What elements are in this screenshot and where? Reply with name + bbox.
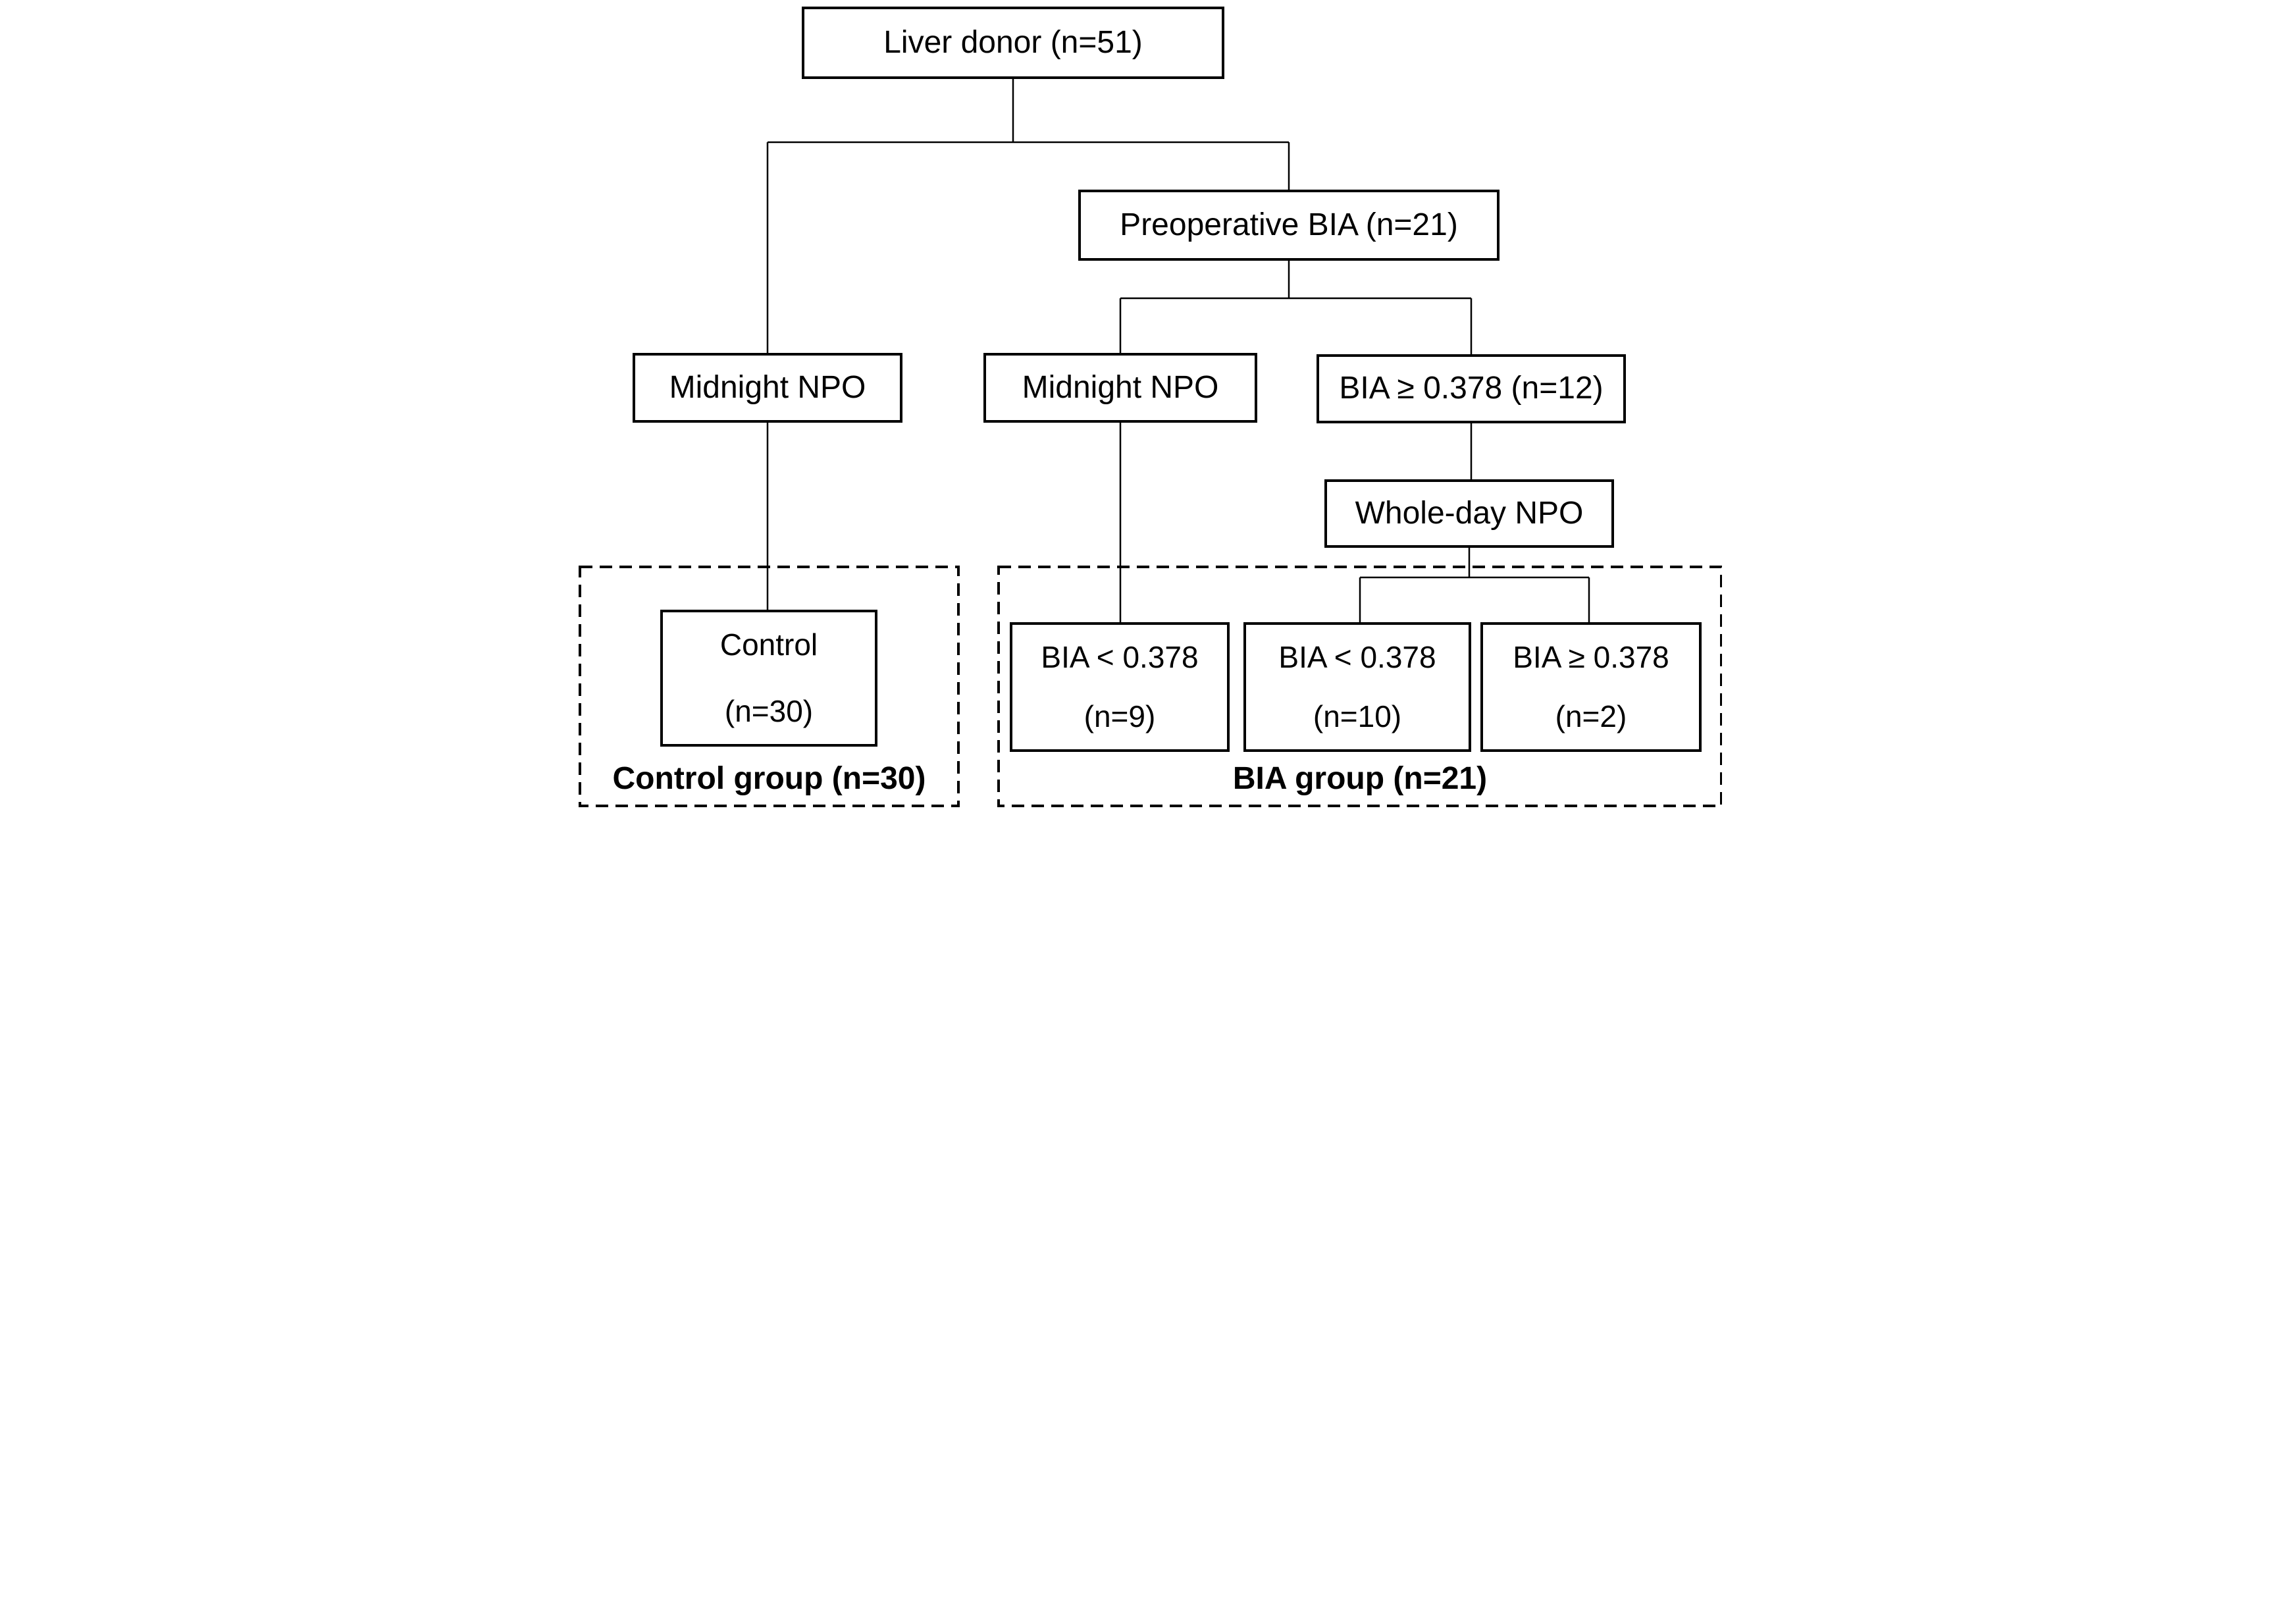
node-bia-lt-0378-n10-line2: (n=10) — [1313, 699, 1402, 734]
node-bia-ge-0378-n12-label: BIA ≥ 0.378 (n=12) — [1339, 371, 1604, 406]
node-whole-day-npo-label: Whole-day NPO — [1355, 495, 1584, 531]
node-liver-donor: Liver donor (n=51) — [802, 7, 1224, 79]
node-bia-ge-0378-n2-line1: BIA ≥ 0.378 — [1513, 640, 1669, 674]
node-control-n30-line2: (n=30) — [724, 694, 814, 729]
node-bia-lt-0378-n9-line2: (n=9) — [1083, 699, 1156, 734]
node-preoperative-bia: Preoperative BIA (n=21) — [1078, 190, 1500, 261]
node-bia-lt-0378-n10: BIA < 0.378 (n=10) — [1243, 622, 1471, 752]
flowchart-canvas: Liver donor (n=51) Preoperative BIA (n=2… — [574, 0, 1722, 810]
node-midnight-npo-control-label: Midnight NPO — [669, 369, 866, 405]
node-control-n30: Control (n=30) — [660, 610, 877, 747]
control-group-label: Control group (n=30) — [612, 760, 926, 796]
node-liver-donor-label: Liver donor (n=51) — [883, 24, 1143, 60]
node-bia-ge-0378-n2: BIA ≥ 0.378 (n=2) — [1480, 622, 1702, 752]
node-bia-lt-0378-n9-line1: BIA < 0.378 — [1041, 640, 1199, 674]
node-control-n30-line1: Control — [719, 627, 818, 662]
node-bia-lt-0378-n9: BIA < 0.378 (n=9) — [1010, 622, 1230, 752]
node-whole-day-npo: Whole-day NPO — [1324, 479, 1614, 548]
node-bia-ge-0378-n2-line2: (n=2) — [1555, 699, 1627, 734]
node-bia-ge-0378-n12: BIA ≥ 0.378 (n=12) — [1317, 354, 1626, 423]
node-bia-lt-0378-n10-line1: BIA < 0.378 — [1278, 640, 1436, 674]
bia-group-label: BIA group (n=21) — [1232, 760, 1488, 796]
node-midnight-npo-bia: Midnight NPO — [983, 353, 1257, 423]
node-preoperative-bia-label: Preoperative BIA (n=21) — [1120, 207, 1458, 242]
node-midnight-npo-control: Midnight NPO — [633, 353, 902, 423]
node-midnight-npo-bia-label: Midnight NPO — [1022, 369, 1219, 405]
